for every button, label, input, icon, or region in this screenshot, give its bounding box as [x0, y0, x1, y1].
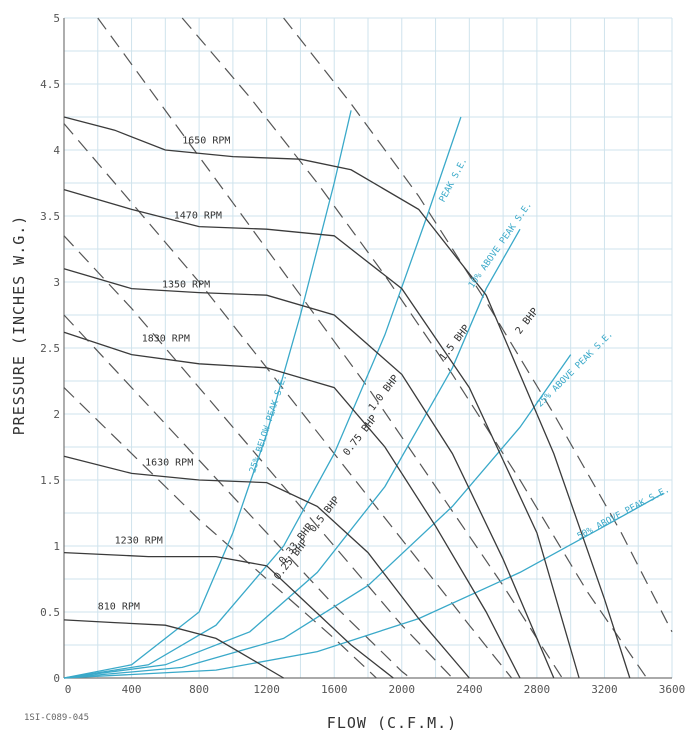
x-tick-label: 1600: [321, 683, 348, 696]
y-tick-label: 0.5: [40, 606, 60, 619]
rpm-curve-label: 1830 RPM: [142, 333, 190, 344]
y-tick-label: 3.5: [40, 210, 60, 223]
rpm-curve-label: 1230 RPM: [115, 535, 163, 546]
x-tick-label: 400: [122, 683, 142, 696]
curve-labels: 810 RPM 1230 RPM 1630 RPM 1830 RPM 1350 RPM 1…: [98, 135, 672, 612]
x-axis-label: FLOW (C.F.M.): [327, 714, 457, 732]
efficiency-curve: [63, 354, 572, 679]
efficiency-curve-label: 25% ABOVE PEAK S.E.: [535, 330, 615, 410]
rpm-curves: [63, 116, 631, 679]
rpm-curve-label: 1630 RPM: [145, 457, 193, 468]
rpm-curve: [63, 455, 470, 679]
bhp-line: [63, 123, 513, 679]
x-tick-labels: 0 400 800 1200 1600 2000 2400 2800 3200 3600: [65, 683, 686, 696]
y-tick-label: 1: [53, 540, 60, 553]
y-tick-label: 4.5: [40, 78, 60, 91]
y-tick-label: 4: [53, 144, 60, 157]
x-tick-label: 800: [189, 683, 209, 696]
bhp-line: [63, 314, 411, 679]
x-tick-label: 2800: [524, 683, 551, 696]
efficiency-curve-label: PEAK S.E.: [438, 156, 470, 204]
x-tick-label: 0: [65, 683, 72, 696]
rpm-curve: [63, 619, 284, 679]
y-tick-labels: 0 0.5 1 1.5 2 2.5 3 3.5 4 4.5 5: [40, 12, 60, 685]
rpm-curve-label: 810 RPM: [98, 601, 140, 612]
rpm-curve: [63, 268, 555, 679]
x-tick-label: 1200: [253, 683, 280, 696]
drawing-number: 1SI-C089-045: [24, 713, 89, 723]
bhp-line: [181, 17, 648, 679]
bhp-line-label: 0.5 BHP: [308, 495, 343, 535]
y-tick-label: 0: [53, 672, 60, 685]
rpm-curve-label: 1350 RPM: [162, 279, 210, 290]
bhp-line: [283, 17, 673, 633]
x-tick-label: 3600: [659, 683, 686, 696]
rpm-curve-label: 1470 RPM: [174, 211, 222, 222]
y-axis-label: PRESSURE (INCHES W.G.): [10, 215, 28, 436]
efficiency-curve: [63, 110, 352, 679]
x-tick-label: 2400: [456, 683, 483, 696]
y-tick-label: 1.5: [40, 474, 60, 487]
bhp-line-label: 0.75 BHP: [341, 413, 379, 458]
y-tick-label: 3: [53, 276, 60, 289]
efficiency-curve-label: 10% ABOVE PEAK S.E.: [467, 200, 534, 290]
rpm-curve-label: 1650 RPM: [182, 135, 230, 146]
chart-grid: [63, 17, 673, 679]
efficiency-curve: [63, 492, 664, 679]
efficiency-curves: [63, 110, 664, 679]
rpm-curve: [63, 551, 394, 679]
efficiency-curve-label: 25% BELOW PEAK S.E.: [248, 373, 289, 474]
y-tick-label: 5: [53, 12, 60, 25]
x-tick-label: 2000: [389, 683, 416, 696]
efficiency-curve: [63, 116, 462, 679]
bhp-line: [97, 17, 563, 679]
efficiency-curve: [63, 228, 521, 679]
rpm-curve: [63, 116, 631, 679]
bhp-line: [63, 235, 453, 679]
rpm-curve: [63, 331, 521, 679]
y-tick-label: 2: [53, 408, 60, 421]
rpm-curve: [63, 188, 580, 679]
bhp-line: [63, 387, 377, 679]
y-tick-label: 2.5: [40, 342, 60, 355]
bhp-lines: [63, 17, 673, 679]
bhp-line-label: 1.5 BHP: [438, 323, 473, 363]
x-tick-label: 3200: [591, 683, 618, 696]
